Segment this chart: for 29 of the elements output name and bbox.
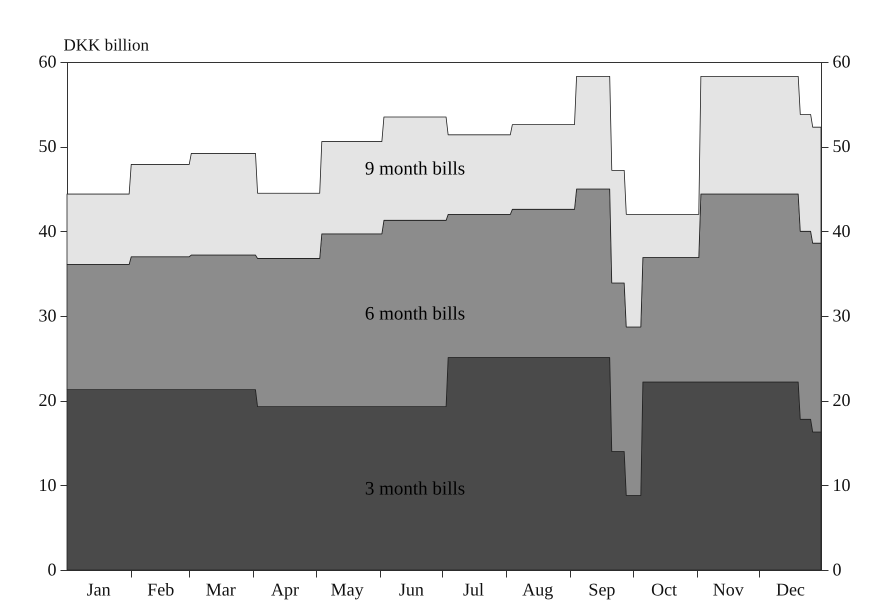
series-label: 9 month bills xyxy=(364,158,466,180)
y2-tick-label: 30 xyxy=(832,306,850,326)
x-tick-label: Aug xyxy=(522,580,554,600)
x-tick-label: Nov xyxy=(712,580,744,600)
y2-tick-label: 40 xyxy=(832,220,850,241)
x-tick-label: Oct xyxy=(651,580,678,600)
series-label: 6 month bills xyxy=(364,303,466,324)
y-axis-title: DKK billion xyxy=(64,36,150,54)
x-tick-label: Jun xyxy=(398,580,424,600)
x-tick-label: Sep xyxy=(588,580,616,600)
x-tick-label: Apr xyxy=(271,580,299,600)
y2-tick-label: 10 xyxy=(832,474,850,495)
y-tick-label: 20 xyxy=(38,390,56,410)
y2-tick-label: 60 xyxy=(832,52,850,72)
x-tick-label: Dec xyxy=(776,580,805,600)
y2-tick-label: 0 xyxy=(832,560,842,580)
y2-tick-label: 20 xyxy=(832,390,850,410)
x-tick-label: Mar xyxy=(206,580,236,600)
y-tick-label: 30 xyxy=(38,306,56,326)
y-tick-label: 10 xyxy=(38,474,56,495)
y-tick-label: 0 xyxy=(48,560,56,580)
x-tick-label: Jul xyxy=(462,580,484,600)
x-tick-label: Jan xyxy=(86,580,111,600)
y2-tick-label: 50 xyxy=(832,136,850,156)
y-tick-label: 60 xyxy=(38,52,56,72)
y-tick-label: 50 xyxy=(38,136,56,156)
x-tick-label: Feb xyxy=(147,580,174,600)
y-tick-label: 40 xyxy=(38,220,56,241)
x-tick-label: May xyxy=(330,580,364,600)
